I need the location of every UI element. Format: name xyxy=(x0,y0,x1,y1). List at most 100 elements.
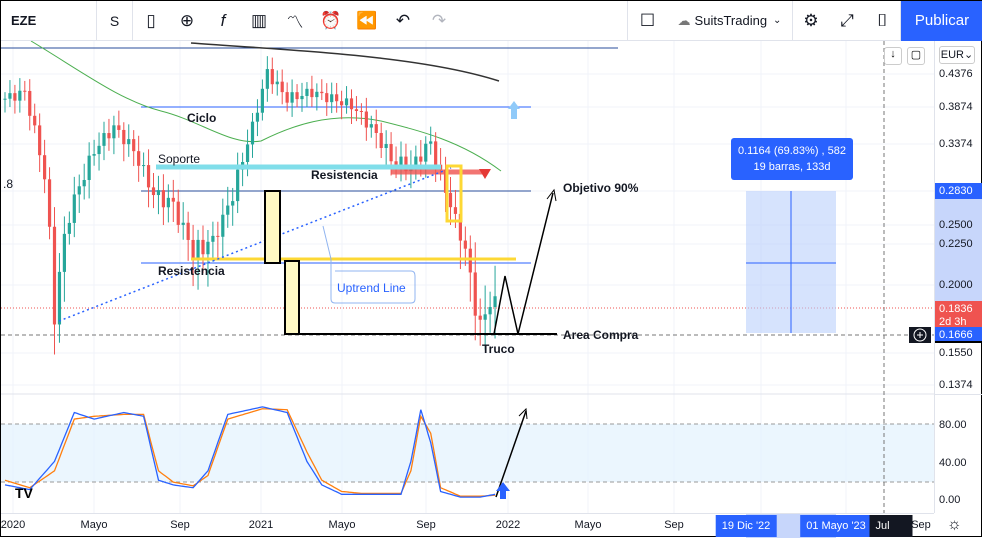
chart-pane[interactable] xyxy=(1,41,934,513)
price-axis[interactable]: EUR⌄ 0.4376 0.3874 0.3374 0.2500 0.2250 … xyxy=(934,41,982,513)
chevron-down-icon: ⌄ xyxy=(773,15,782,26)
tradingview-logo: TV xyxy=(15,485,33,501)
osc-tick: 0.00 xyxy=(939,494,961,506)
auto-scale-icon[interactable]: ▢ xyxy=(907,47,925,65)
alert-icon[interactable]: ⏰ xyxy=(320,10,342,30)
candle-body xyxy=(226,205,230,215)
time-axis[interactable]: 2020 Mayo Sep 2021 Mayo Sep 2022 Mayo Se… xyxy=(0,513,962,554)
stoch-d-line xyxy=(4,408,496,497)
gear-icon[interactable]: ⚙ xyxy=(803,10,819,30)
measure-tooltip: 0.1164 (69.83%) , 582 19 barras, 133d xyxy=(731,138,853,180)
candle-body xyxy=(216,235,220,237)
candle-body xyxy=(201,239,205,255)
osc-tick: 80.00 xyxy=(939,419,967,431)
candle-body xyxy=(107,133,111,139)
candles-icon[interactable]: ▯ xyxy=(146,10,156,30)
measure-change: 0.1164 (69.83%) , 582 xyxy=(737,145,847,157)
square-icon[interactable]: ☐ xyxy=(627,0,667,41)
candle-body xyxy=(453,207,458,214)
candle-body xyxy=(23,90,27,92)
candle-body xyxy=(72,194,76,223)
candle-body xyxy=(47,179,52,227)
candle-body xyxy=(191,239,195,260)
candle-body xyxy=(181,222,185,225)
osc-band xyxy=(1,424,934,482)
price-tick: 0.3874 xyxy=(939,101,973,113)
price-tick: 0.2000 xyxy=(939,279,973,291)
candle-body xyxy=(206,241,210,255)
candle-body xyxy=(310,88,314,98)
candle-body xyxy=(458,213,462,241)
down-arrow-icon xyxy=(479,169,491,179)
candle-body xyxy=(389,144,393,162)
publish-button[interactable]: Publicar xyxy=(901,0,982,41)
candle-body xyxy=(196,239,200,260)
target-price-tag: 0.2830 xyxy=(935,183,982,199)
cursor-time-tag: Jul '23 xyxy=(869,515,913,554)
candle-body xyxy=(52,226,57,325)
candle-body xyxy=(295,92,299,100)
price-tick: 0.4376 xyxy=(939,68,973,80)
left-label: .8 xyxy=(3,177,14,191)
candle-body xyxy=(28,90,32,116)
indicators-icon[interactable]: 〽 xyxy=(286,13,304,32)
plus-circle-icon[interactable]: ⊕ xyxy=(179,10,195,30)
candle-body xyxy=(82,179,86,187)
fx-icon[interactable]: f xyxy=(220,10,226,30)
candle-body xyxy=(3,98,7,100)
label-truco: Truco xyxy=(482,342,515,356)
measure-end-tag: 01 Mayo '23 xyxy=(800,515,872,537)
candle-body xyxy=(335,94,339,102)
replay-icon[interactable]: ⏪ xyxy=(356,10,378,30)
candle-body xyxy=(171,197,175,202)
time-tick: Mayo xyxy=(80,519,108,531)
arrow-head xyxy=(546,188,557,202)
candle-body xyxy=(483,314,487,320)
candle-body xyxy=(255,112,260,122)
layout-menu[interactable]: ☁ SuitsTrading ⌄ xyxy=(667,0,793,41)
ma-50 xyxy=(30,41,502,172)
scroll-down-icon[interactable]: ↓ xyxy=(884,47,902,65)
redo-icon[interactable]: ↷ xyxy=(431,10,447,30)
candle-body xyxy=(330,94,334,103)
candle-body xyxy=(151,187,156,196)
uptrend-line xyxy=(58,167,452,322)
last-price-tag: 0.1836 2d 3h xyxy=(935,301,982,331)
candle-body xyxy=(344,98,349,106)
candle-body xyxy=(87,155,91,180)
candle-body xyxy=(359,110,363,112)
undo-icon[interactable]: ↶ xyxy=(395,10,411,30)
oscillator xyxy=(4,406,496,498)
time-tick: 2020 xyxy=(0,519,26,531)
cursor-price-tag: 0.1666 xyxy=(935,327,982,343)
interval-button[interactable]: S xyxy=(97,0,133,41)
candle-body xyxy=(275,81,279,85)
camera-icon[interactable]: ⌷ xyxy=(865,0,901,41)
bar-chart-icon[interactable]: ▥ xyxy=(250,10,268,30)
candle-body xyxy=(379,132,383,149)
candle-body xyxy=(43,155,47,180)
time-tick: Mayo xyxy=(574,519,602,531)
settings-icon[interactable]: ☼ xyxy=(947,516,962,533)
symbol-search[interactable]: EZE xyxy=(1,0,97,41)
candle-body xyxy=(8,93,12,99)
candle-body xyxy=(473,272,477,316)
candle-body xyxy=(62,233,66,272)
candle-body xyxy=(290,92,294,103)
countdown: 2d 3h xyxy=(939,316,967,328)
price-tick: 0.1550 xyxy=(939,347,973,359)
time-tick: Sep xyxy=(416,519,436,531)
candle-body xyxy=(300,95,304,100)
price-tick: 0.2500 xyxy=(939,219,973,231)
candle-body xyxy=(250,121,255,145)
candle-body xyxy=(156,190,161,196)
currency-select[interactable]: EUR⌄ xyxy=(939,46,975,64)
candle-body xyxy=(176,201,180,225)
label-ciclo: Ciclo xyxy=(187,111,217,125)
candle-body xyxy=(468,248,472,273)
label-uptrend: Uptrend Line xyxy=(337,281,406,295)
range-box-1 xyxy=(264,190,281,264)
candle-body xyxy=(13,93,17,101)
fullscreen-icon[interactable]: ⤢ xyxy=(840,10,854,30)
candle-body xyxy=(112,125,116,139)
